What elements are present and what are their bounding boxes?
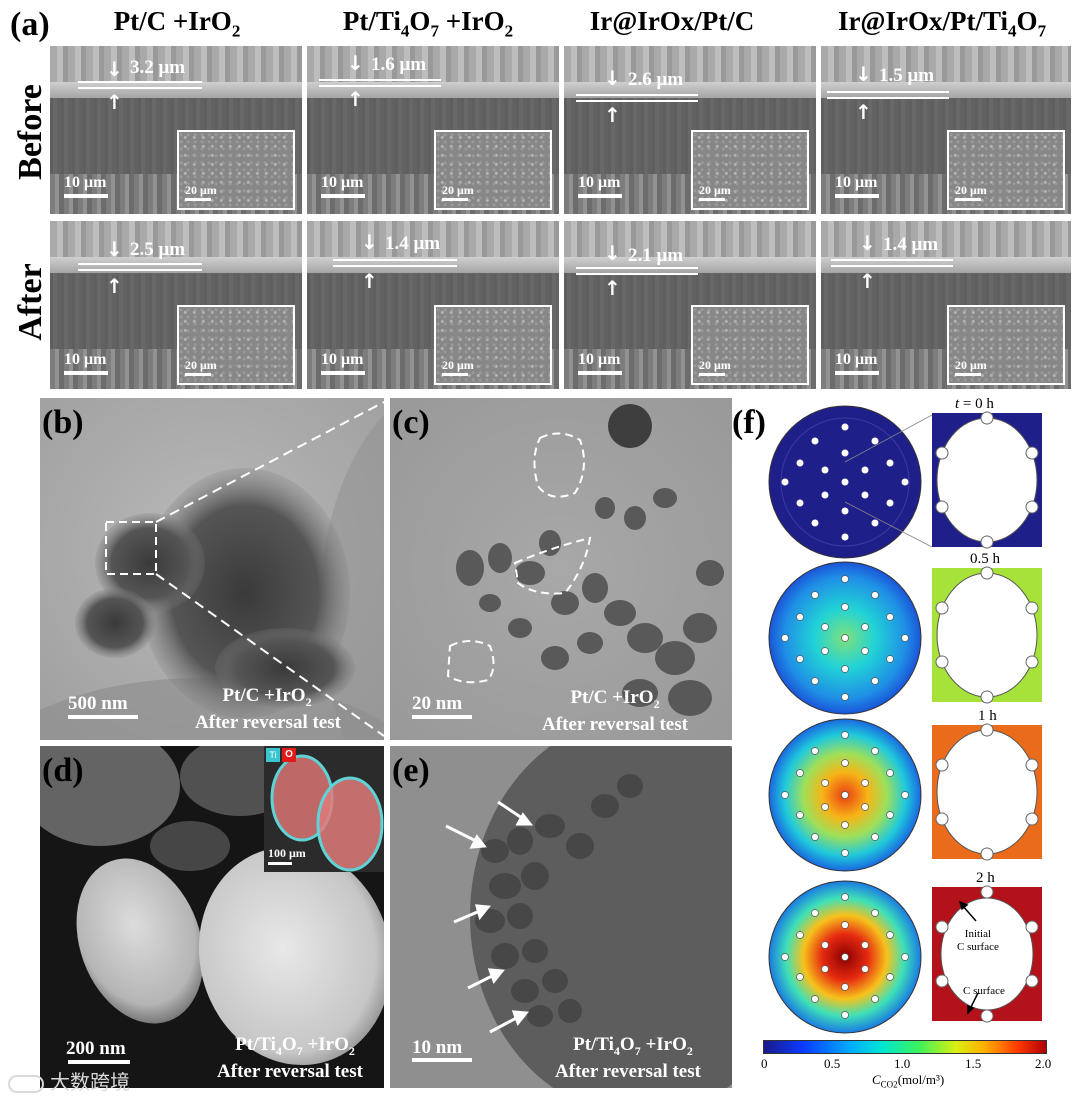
tem-panel-c: 20 nm Pt/C +IrO2 After reversal test [390, 398, 732, 740]
watermark-logo-icon [8, 1074, 44, 1093]
sem-inset: 20 μm [947, 130, 1065, 210]
sem-before-ir-irox-pt-c: ↓ ↑ 2.6 μm 10 μm 20 μm [564, 46, 816, 214]
tem-panel-b: 500 nm Pt/C +IrO2 After reversal test [40, 398, 384, 740]
haadf-panel-d: Ti O 100 μm 200 nm Pt/Ti4O7 +IrO2 After … [40, 746, 384, 1088]
sem-after-pt-ti4o7-iro2: ↓ ↑ 1.4 μm 10 μm 20 μm [307, 221, 559, 389]
sem-before-pt-ti4o7-iro2: ↓ ↑ 1.6 μm 10 μm 20 μm [307, 46, 559, 214]
sem-inset: 20 μm [947, 305, 1065, 385]
colorbar-tick: 0.5 [824, 1056, 841, 1071]
column-title-3: Ir@IrOx/Pt/C [589, 6, 755, 36]
colorbar-tick: 1.0 [894, 1056, 911, 1071]
sem-inset: 20 μm [691, 305, 809, 385]
colorbar [763, 1040, 1047, 1054]
colorbar-title: CCO2(mol/m³) [872, 1072, 945, 1090]
column-title-4: Ir@IrOx/Pt/Ti4O7 [837, 6, 1047, 41]
eds-o-tag: O [282, 748, 296, 762]
sem-inset: 20 μm [691, 130, 809, 210]
time-label-1: 1 h [978, 708, 997, 724]
watermark: 大数跨境 [8, 1066, 130, 1095]
panel-c-label: (c) [392, 404, 430, 441]
row-label-before: Before [12, 84, 49, 180]
tem-panel-e: 10 nm Pt/Ti4O7 +IrO2 After reversal test [390, 746, 732, 1088]
panel-a-label: (a) [10, 6, 50, 43]
colorbar-tick: 1.5 [965, 1056, 982, 1071]
panel-e-label: (e) [392, 752, 430, 789]
sem-inset: 20 μm [434, 305, 552, 385]
eds-map-inset: Ti O 100 μm [264, 746, 384, 872]
sem-inset: 20 μm [177, 130, 295, 210]
colorbar-tick: 2.0 [1035, 1056, 1052, 1071]
eds-ti-tag: Ti [266, 748, 280, 762]
sem-after-pt-c-iro2: ↓ ↑ 2.5 μm 10 μm 20 μm [50, 221, 302, 389]
sem-before-ir-irox-pt-ti4o7: ↓ ↑ 1.5 μm 10 μm 20 μm [821, 46, 1071, 214]
colorbar-tick: 0 [761, 1056, 768, 1071]
sem-before-pt-c-iro2: ↓ ↑ 3.2 μm 10 μm 20 μm [50, 46, 302, 214]
sem-after-ir-irox-pt-c: ↓ ↑ 2.1 μm 10 μm 20 μm [564, 221, 816, 389]
sem-after-ir-irox-pt-ti4o7: ↓ ↑ 1.4 μm 10 μm 20 μm [821, 221, 1071, 389]
simulation-figure [768, 405, 1042, 1034]
row-label-after: After [12, 263, 49, 341]
time-label-05: 0.5 h [970, 551, 1000, 567]
time-label-2: 2 h [976, 870, 995, 886]
annotation-c-surface: C surface [963, 985, 1005, 997]
sem-inset: 20 μm [177, 305, 295, 385]
column-title-1: Pt/C +IrO2 [113, 6, 241, 41]
panel-b-label: (b) [42, 404, 84, 441]
time-label-0: t = 0 h [955, 396, 994, 412]
annotation-initial-c-surface: Initial C surface [957, 928, 999, 953]
panel-d-label: (d) [42, 752, 84, 789]
panel-f-label: (f) [732, 404, 766, 441]
sem-inset: 20 μm [434, 130, 552, 210]
column-title-2: Pt/Ti4O7 +IrO2 [342, 6, 514, 41]
